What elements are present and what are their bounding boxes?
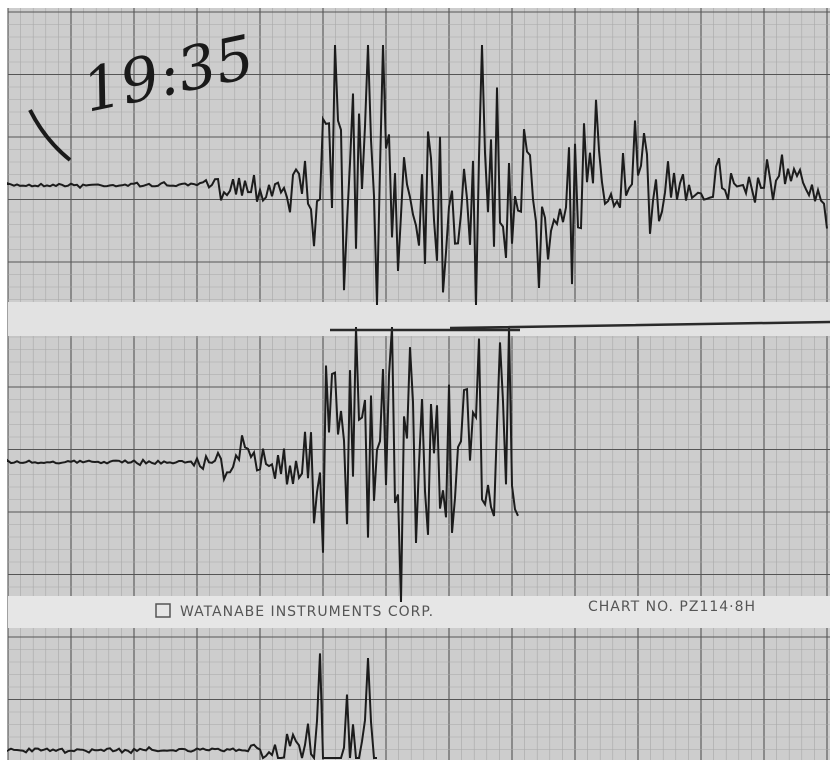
maker-logo <box>155 603 171 618</box>
grid <box>7 8 830 760</box>
pen-limit-line <box>330 320 830 332</box>
chart-paper <box>8 8 830 760</box>
pen-stroke <box>28 109 72 162</box>
traces <box>7 44 830 760</box>
seismic-trace <box>7 653 377 760</box>
chart-number: CHART NO. PZ114·8H <box>588 599 756 615</box>
seismic-trace <box>7 44 828 306</box>
seismic-trace <box>7 326 519 603</box>
paper-band <box>8 596 830 628</box>
maker-name: WATANABE INSTRUMENTS CORP. <box>180 604 434 620</box>
